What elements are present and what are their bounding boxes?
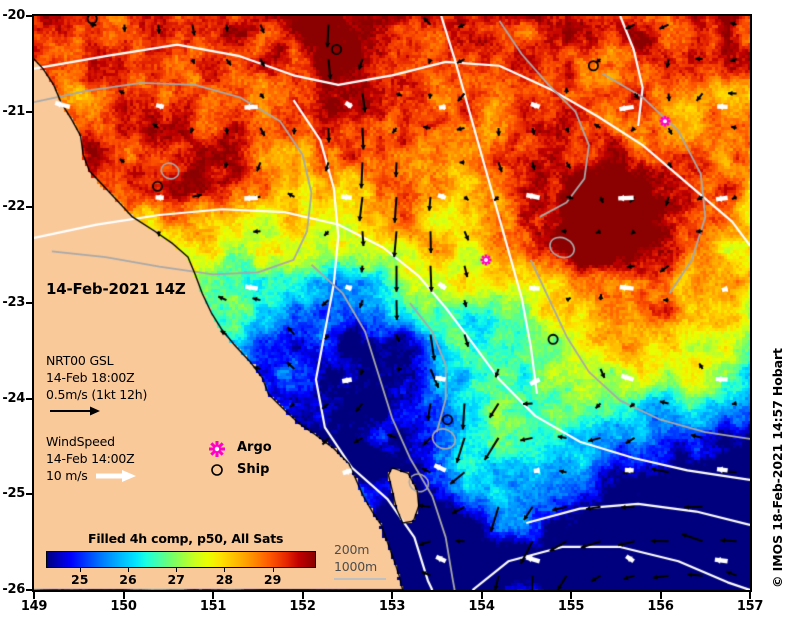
- colorbar-tick: [224, 568, 226, 572]
- colorbar-tick-label: 28: [215, 572, 234, 587]
- colorbar-tick-label: 27: [167, 572, 185, 587]
- wind-arrow-icon: [95, 469, 136, 482]
- map-overlay-canvas: [34, 16, 750, 590]
- x-tick: [749, 591, 751, 599]
- x-tick-label: 157: [736, 599, 764, 614]
- date-stamp: 14-Feb-2021 14Z: [46, 280, 186, 298]
- wind-key-line3: 10 m/s: [46, 468, 88, 483]
- x-tick-label: 151: [199, 599, 227, 614]
- y-tick: [26, 110, 33, 113]
- colorbar-tick-label: 25: [71, 572, 89, 587]
- y-tick: [26, 206, 33, 209]
- colorbar-title: Filled 4h comp, p50, All Sats: [88, 531, 284, 546]
- y-tick-label: -23: [2, 295, 25, 310]
- x-tick-label: 155: [557, 599, 585, 614]
- x-tick-label: 150: [110, 599, 137, 614]
- colorbar[interactable]: [46, 551, 316, 568]
- x-tick: [659, 591, 662, 599]
- depth-key-line: [334, 578, 386, 580]
- x-tick: [480, 591, 483, 599]
- y-tick-label: -22: [2, 199, 25, 215]
- x-tick-label: 153: [378, 599, 406, 614]
- x-tick-label: 152: [289, 599, 316, 614]
- current-vector-key: NRT00 GSL 14-Feb 18:00Z 0.5m/s (1kt 12h): [46, 352, 147, 418]
- colorbar-tick: [79, 568, 81, 572]
- current-key-line3: 0.5m/s (1kt 12h): [46, 387, 148, 402]
- current-key-line1: NRT00 GSL: [46, 353, 114, 368]
- current-arrow-icon: [50, 406, 100, 416]
- y-tick: [26, 15, 33, 17]
- x-tick-label: 156: [647, 599, 674, 614]
- y-tick: [26, 397, 33, 400]
- argo-star-marker-icon: [209, 441, 225, 457]
- y-tick-label: -21: [2, 103, 25, 119]
- x-tick: [301, 591, 304, 599]
- y-tick-label: -25: [2, 486, 25, 502]
- y-tick-label: -24: [2, 390, 25, 406]
- wind-vector-key: WindSpeed 14-Feb 14:00Z 10 m/s: [46, 433, 142, 484]
- depth-key-200m: 200m: [334, 542, 370, 557]
- colorbar-tick-label: 26: [119, 572, 137, 587]
- map-plot-area[interactable]: [32, 14, 752, 592]
- x-tick: [122, 591, 125, 599]
- colorbar-tick: [272, 568, 274, 572]
- depth-key-1000m: 1000m: [334, 559, 377, 574]
- y-tick: [26, 302, 33, 304]
- y-tick-label: -26: [2, 582, 25, 597]
- wind-key-line1: WindSpeed: [46, 434, 115, 449]
- y-tick: [26, 589, 33, 591]
- x-tick: [33, 591, 35, 599]
- x-tick: [391, 591, 393, 599]
- x-tick-label: 154: [468, 599, 495, 614]
- x-tick: [212, 591, 214, 599]
- current-key-line2: 14-Feb 18:00Z: [46, 370, 135, 385]
- colorbar-tick-label: 29: [263, 572, 282, 587]
- ship-circle-marker-icon: [211, 464, 223, 476]
- wind-key-line2: 14-Feb 14:00Z: [46, 451, 135, 466]
- legend-label-ship: Ship: [237, 462, 270, 477]
- y-tick-label: -20: [2, 8, 25, 23]
- colorbar-tick: [127, 568, 129, 572]
- x-tick-label: 149: [20, 599, 48, 614]
- credit-text: © IMOS 18-Feb-2021 14:57 Hobart: [770, 348, 785, 588]
- x-tick: [570, 591, 572, 599]
- colorbar-tick: [176, 568, 178, 572]
- y-tick: [26, 493, 33, 496]
- legend-label-argo: Argo: [237, 440, 272, 455]
